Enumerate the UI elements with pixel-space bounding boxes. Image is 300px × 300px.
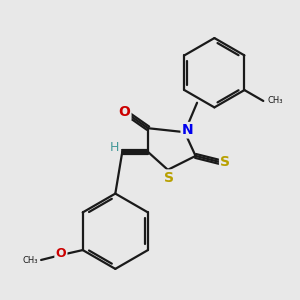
Text: S: S [220, 155, 230, 169]
Text: CH₃: CH₃ [22, 256, 38, 266]
Text: CH₃: CH₃ [267, 97, 283, 106]
Text: O: O [56, 247, 66, 260]
Text: N: N [182, 123, 194, 137]
Text: H: H [110, 140, 119, 154]
Text: O: O [118, 105, 130, 119]
Text: S: S [164, 171, 174, 185]
